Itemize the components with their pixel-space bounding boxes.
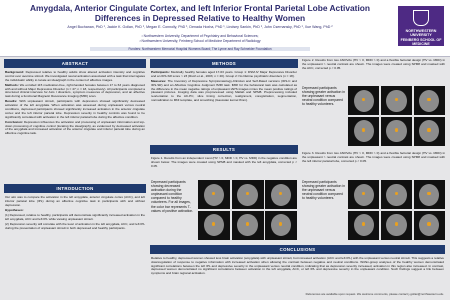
title-line: Differences in Depressed Relative to Hea… <box>94 13 306 23</box>
abstract-text: Background: Depressed relative to health… <box>5 70 145 137</box>
logo-text: NORTHWESTERN UNIVERSITY <box>405 29 437 38</box>
section-header: CONCLUSIONS <box>150 245 445 254</box>
brain-images <box>348 180 445 240</box>
brain-scan <box>348 116 380 146</box>
authors: Angel Buchanan, PhD ¹, Jackie K. Gollan,… <box>67 25 333 29</box>
paragraph: Our aim was to compare the activation in… <box>5 195 145 207</box>
brain-scan <box>348 180 380 210</box>
brain-scan <box>348 86 380 116</box>
figure-note: Depressed participants showing greater a… <box>302 86 345 107</box>
conclusions-text: Relative to healthy, depressed women sho… <box>151 256 444 276</box>
brain-scan <box>231 210 264 240</box>
label: Measures: <box>151 78 167 83</box>
paragraph: Medically healthy females aged 17-63 yea… <box>151 70 297 78</box>
label: Conclusion: <box>5 119 23 124</box>
brain-scan <box>198 180 230 210</box>
logo: NORTHWESTERN UNIVERSITY FEINBERG SCHOOL … <box>398 6 444 46</box>
brain-scan <box>265 210 297 240</box>
brain-scan <box>413 180 445 210</box>
label: Background: <box>5 70 25 74</box>
brain-scan <box>380 86 413 116</box>
label: Participants: <box>151 70 170 74</box>
label: Methods: <box>5 82 19 87</box>
figure-note: Depressed participants showing greater a… <box>302 180 345 201</box>
paragraph: Depressed relative to healthy adults sho… <box>5 70 145 82</box>
section-header: ABSTRACT <box>4 59 146 68</box>
logo-shield <box>413 10 429 26</box>
funding: Funders: Northwestern Memorial Hospital … <box>90 47 310 51</box>
brain-scan <box>198 210 230 240</box>
introduction-text: Our aim was to compare the activation in… <box>5 195 145 232</box>
paragraph: The Inventory of Depressive Symptomatolo… <box>151 78 297 102</box>
brain-scan <box>413 210 445 240</box>
affiliation: ² Northwestern University, Feinberg Scho… <box>139 39 261 43</box>
brain-scan <box>380 180 413 210</box>
references: References are available upon request. W… <box>305 292 444 296</box>
figure-note: Depressed participants showing decreased… <box>151 180 194 213</box>
paragraph: We enrolled 115 medication-free, right-h… <box>5 82 145 99</box>
label: Hypotheses: <box>5 207 24 212</box>
header: Amygdala, Anterior Cingulate Cortex, and… <box>0 0 450 57</box>
paragraph: Depression influences the activation and… <box>5 119 145 136</box>
methods-text: Participants: Medically healthy females … <box>151 70 297 104</box>
section-header: METHODS <box>150 59 298 68</box>
brain-images <box>198 180 297 240</box>
brain-scan <box>265 180 297 210</box>
brain-scan <box>380 116 413 146</box>
brain-scan <box>231 180 264 210</box>
brain-images <box>348 86 445 146</box>
title: Amygdala, Anterior Cingulate Cortex, and… <box>10 3 390 23</box>
paragraph: With unpleasant stimuli, participants wi… <box>5 99 145 119</box>
affiliation: ¹ Northwestern University, Department of… <box>141 34 259 38</box>
figure-caption: Figure 1. Results from an independent t-… <box>151 156 297 168</box>
list-item: (1) Depressed, relative to healthy, part… <box>5 212 145 221</box>
section-header: RESULTS <box>150 145 298 154</box>
brain-scan <box>348 210 380 240</box>
label: Results: <box>5 99 18 104</box>
title-line: Amygdala, Anterior Cingulate Cortex, and… <box>29 3 370 13</box>
figure-caption: Figure 3. Results from two ANOVAs (HV > … <box>302 151 445 163</box>
brain-scan <box>413 116 445 146</box>
brain-scan <box>413 86 445 116</box>
brain-scan <box>380 210 413 240</box>
logo-text: FEINBERG SCHOOL OF MEDICINE <box>400 37 442 47</box>
figure-caption: Figure 2. Results from two ANOVAs (HV > … <box>302 58 445 70</box>
section-header: INTRODUCTION <box>4 184 146 193</box>
list-item: (2) Depression severity will correlate w… <box>5 221 145 230</box>
